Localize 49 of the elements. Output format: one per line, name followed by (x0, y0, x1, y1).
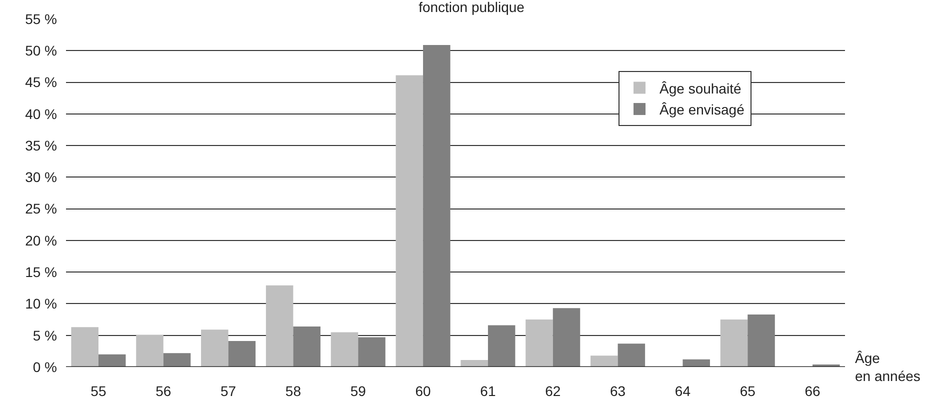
y-tick-label: 40 % (25, 106, 57, 122)
bar (293, 326, 320, 367)
legend-label: Âge souhaité (660, 80, 742, 96)
bar (358, 337, 386, 367)
x-tick-label: 58 (285, 383, 302, 399)
x-tick-label: 63 (610, 383, 626, 399)
bar (682, 359, 710, 367)
bar (460, 360, 488, 367)
bar (71, 327, 98, 367)
x-tick-label: 62 (545, 383, 561, 399)
bar (201, 330, 228, 367)
bar (526, 320, 553, 367)
y-tick-label: 55 % (25, 10, 57, 27)
bar (552, 308, 580, 367)
bar (228, 341, 256, 367)
chart-title: fonction publique (418, 0, 525, 15)
x-tick-label: 56 (156, 383, 172, 399)
bar (98, 354, 126, 367)
y-tick-label: 20 % (25, 232, 57, 248)
y-tick-label: 45 % (25, 74, 57, 90)
x-tick-label: 57 (220, 383, 236, 399)
x-tick-label: 55 (90, 383, 106, 399)
x-tick-label: 66 (804, 383, 821, 399)
y-tick-label: 35 % (25, 137, 57, 154)
x-tick-label: 59 (350, 383, 366, 399)
y-tick-label: 15 % (25, 264, 57, 280)
bar (590, 356, 618, 367)
bar (163, 353, 191, 367)
bar (396, 75, 424, 367)
y-tick-label: 10 % (25, 296, 57, 312)
bar (423, 44, 450, 367)
y-tick-label: 30 % (25, 169, 57, 186)
bar (618, 344, 646, 367)
bar (266, 285, 294, 367)
bar (136, 334, 164, 367)
x-tick-label: 64 (674, 383, 691, 399)
x-tick-label: 60 (415, 383, 432, 399)
bar (720, 320, 748, 367)
y-tick-label: 0 % (32, 358, 57, 375)
bar (748, 314, 775, 367)
x-axis-title: Âge en années (855, 350, 920, 384)
y-tick-label: 5 % (32, 327, 57, 344)
bar (330, 332, 358, 367)
x-tick-label: 61 (480, 383, 496, 399)
x-tick-label: 65 (740, 383, 756, 399)
bar (488, 325, 516, 367)
legend-label: Âge envisagé (660, 101, 745, 118)
y-tick-label: 25 % (25, 200, 57, 217)
y-tick-label: 50 % (25, 42, 57, 59)
